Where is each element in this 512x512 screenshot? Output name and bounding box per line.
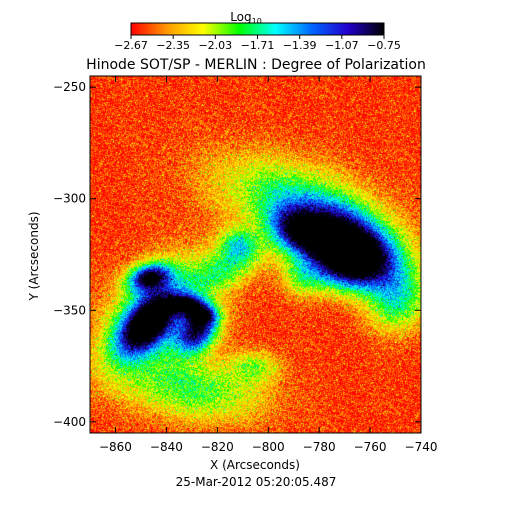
y-axis-label: Y (Arcseconds) — [27, 211, 41, 301]
colorbar-strip — [130, 22, 385, 36]
heatmap-canvas — [90, 76, 421, 433]
colorbar-tick-label: −1.07 — [325, 39, 359, 52]
y-tick-label: −300 — [53, 192, 86, 206]
x-tick-label: −860 — [99, 440, 132, 454]
plot-frame — [89, 75, 422, 434]
y-tick-label: −250 — [53, 80, 86, 94]
colorbar-tick-label: −1.71 — [241, 39, 275, 52]
colorbar-tick-label: −2.03 — [198, 39, 232, 52]
timestamp: 25-Mar-2012 05:20:05.487 — [176, 475, 337, 489]
chart-title: Hinode SOT/SP - MERLIN : Degree of Polar… — [86, 57, 426, 73]
colorbar-ticks — [130, 35, 385, 39]
x-tick-label: −800 — [252, 440, 285, 454]
plot-area: −860 −840 −820 −800 −780 −760 −740 −250 −300 −35… — [53, 75, 438, 454]
y-tick-label: −350 — [53, 303, 86, 317]
colorbar-tick-label: −1.39 — [283, 39, 317, 52]
x-axis-label: X (Arcseconds) — [210, 458, 300, 472]
colorbar-tick-label: −2.35 — [156, 39, 190, 52]
colorbar-tick-labels: −2.67 −2.35 −2.03 −1.71 −1.39 −1.07 −0.75 — [114, 39, 401, 52]
x-tick-label: −840 — [150, 440, 183, 454]
x-tick-label: −780 — [303, 440, 336, 454]
x-axis-ticks: −860 −840 −820 −800 −780 −760 −740 — [99, 76, 438, 454]
colorbar-label: Log10 — [230, 10, 262, 26]
y-axis-ticks: −250 −300 −350 −400 — [53, 80, 421, 429]
x-tick-label: −820 — [201, 440, 234, 454]
colorbar-tick-label: −2.67 — [114, 39, 148, 52]
colorbar-tick-label: −0.75 — [367, 39, 401, 52]
x-tick-label: −740 — [405, 440, 438, 454]
x-tick-label: −760 — [354, 440, 387, 454]
colorbar: Log10 −2.67 −2.35 −2.03 −1.71 −1.39 −1.07 −0.7… — [114, 10, 401, 52]
heatmap-image — [90, 76, 421, 433]
y-tick-label: −400 — [53, 415, 86, 429]
